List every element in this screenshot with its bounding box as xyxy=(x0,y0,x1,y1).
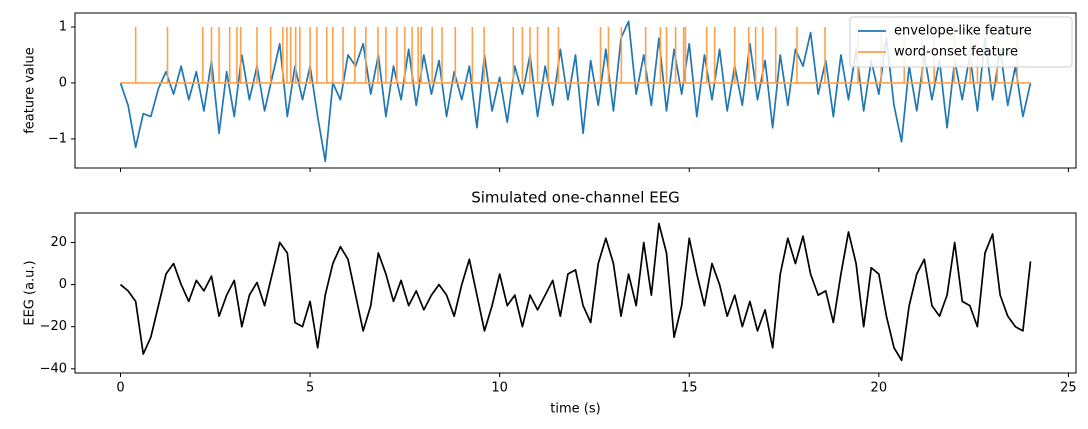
y-tick-label: −40 xyxy=(40,361,67,376)
x-tick-label: 25 xyxy=(1060,381,1077,396)
x-tick-label: 10 xyxy=(491,381,508,396)
x-axis-label: time (s) xyxy=(550,402,600,417)
series-line xyxy=(119,20,1032,163)
y-tick-label: −1 xyxy=(48,131,67,146)
x-tick-label: 5 xyxy=(306,381,314,396)
y-tick-label: 1 xyxy=(59,19,67,34)
legend-box xyxy=(849,16,1073,68)
plot-area xyxy=(119,20,1032,163)
axes-frame xyxy=(74,12,1077,169)
y-tick-label: 20 xyxy=(50,235,67,250)
x-tick-label: 15 xyxy=(681,381,698,396)
series-line xyxy=(119,222,1032,362)
x-tick-label: 0 xyxy=(116,381,124,396)
legend-label: word-onset feature xyxy=(894,45,1018,60)
legend-label: envelope-like feature xyxy=(894,24,1032,39)
y-axis-label: EEG (a.u.) xyxy=(23,260,38,325)
axes-frame xyxy=(74,212,1077,374)
plot-area xyxy=(119,222,1032,362)
y-tick-label: 0 xyxy=(59,277,67,292)
y-axis-label: feature value xyxy=(23,47,38,134)
y-tick-label: 0 xyxy=(59,75,67,90)
x-tick-label: 20 xyxy=(871,381,888,396)
y-tick-label: −20 xyxy=(40,319,67,334)
chart-title: Simulated one-channel EEG xyxy=(471,189,680,207)
